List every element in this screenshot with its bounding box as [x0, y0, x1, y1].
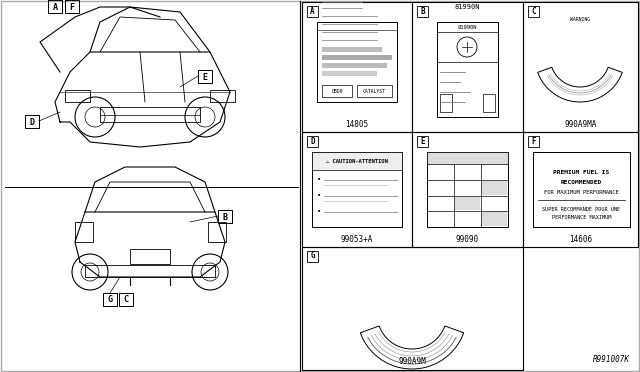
Bar	[208, 222, 226, 242]
Text: G: G	[310, 251, 315, 260]
Bar	[322, 85, 352, 97]
Bar	[307, 136, 318, 147]
Bar	[210, 90, 235, 102]
Text: E: E	[420, 137, 425, 145]
Bar	[198, 70, 212, 83]
Bar	[523, 132, 638, 247]
Text: OBD0: OBD0	[332, 89, 343, 93]
Text: C: C	[124, 295, 129, 305]
Bar	[85, 265, 215, 277]
Bar	[312, 152, 402, 227]
Bar	[322, 71, 377, 76]
Text: RECOMMENDED: RECOMMENDED	[561, 180, 602, 185]
Text: B: B	[223, 212, 227, 221]
Bar	[437, 22, 498, 117]
Bar	[455, 196, 480, 210]
Bar	[317, 22, 397, 102]
Bar	[322, 63, 387, 68]
Bar	[312, 152, 402, 170]
Bar	[412, 2, 523, 132]
Text: C: C	[531, 6, 536, 16]
Bar	[65, 0, 79, 13]
Text: G: G	[108, 295, 113, 305]
Bar	[103, 293, 117, 306]
Bar	[218, 210, 232, 223]
Text: F: F	[531, 137, 536, 145]
Bar	[427, 152, 508, 164]
Text: •: •	[317, 209, 321, 215]
Text: E: E	[202, 73, 207, 81]
Bar	[25, 115, 39, 128]
Bar	[482, 181, 507, 195]
Text: R991007K: R991007K	[593, 356, 630, 365]
Text: 14606: 14606	[569, 234, 592, 244]
Bar	[533, 152, 630, 227]
Text: A: A	[52, 3, 58, 12]
Text: D: D	[310, 137, 315, 145]
Polygon shape	[538, 67, 622, 102]
Bar	[483, 94, 495, 112]
Bar	[302, 132, 412, 247]
Bar	[302, 2, 412, 132]
Bar	[523, 2, 638, 132]
Text: F: F	[70, 3, 74, 12]
Bar	[48, 0, 62, 13]
Text: D: D	[29, 118, 35, 126]
Text: PREMIUM FUEL IS: PREMIUM FUEL IS	[554, 170, 610, 174]
Bar	[357, 85, 392, 97]
Text: •: •	[317, 193, 321, 199]
Text: CATALYST: CATALYST	[362, 89, 385, 93]
Bar	[75, 222, 93, 242]
Text: B: B	[420, 6, 425, 16]
Text: ⚠ CAUTION-ATTENTION: ⚠ CAUTION-ATTENTION	[326, 158, 388, 164]
Text: 81990N: 81990N	[455, 4, 480, 10]
Text: •: •	[317, 177, 321, 183]
Bar	[119, 293, 133, 306]
Text: SUPER RECOMMANDÉ POUR UNE: SUPER RECOMMANDÉ POUR UNE	[543, 206, 621, 212]
Bar	[307, 6, 318, 17]
Bar	[528, 136, 539, 147]
Bar	[427, 152, 508, 227]
Text: FOR MAXIMUM PERFORMANCE: FOR MAXIMUM PERFORMANCE	[544, 189, 619, 195]
Bar	[65, 90, 90, 102]
Text: 14805: 14805	[346, 119, 369, 128]
Bar	[440, 94, 452, 112]
Bar	[100, 107, 200, 122]
Text: 81990N: 81990N	[457, 25, 477, 29]
Bar	[302, 247, 523, 370]
Text: PERFORMANCE MAXIMUM: PERFORMANCE MAXIMUM	[552, 215, 611, 219]
Text: 99090: 99090	[456, 234, 479, 244]
Text: A: A	[310, 6, 315, 16]
Text: 990A9MA: 990A9MA	[564, 119, 596, 128]
Bar	[307, 251, 318, 262]
Bar	[417, 6, 428, 17]
Bar	[412, 132, 523, 247]
Bar	[130, 249, 170, 264]
Bar	[482, 212, 507, 226]
Bar	[322, 55, 392, 60]
Bar	[528, 6, 539, 17]
Text: 99053+A: 99053+A	[341, 234, 373, 244]
Text: WARNING: WARNING	[570, 16, 590, 22]
Bar	[417, 136, 428, 147]
Polygon shape	[360, 326, 464, 369]
Bar	[322, 47, 382, 52]
Text: 990A9M: 990A9M	[399, 357, 426, 366]
